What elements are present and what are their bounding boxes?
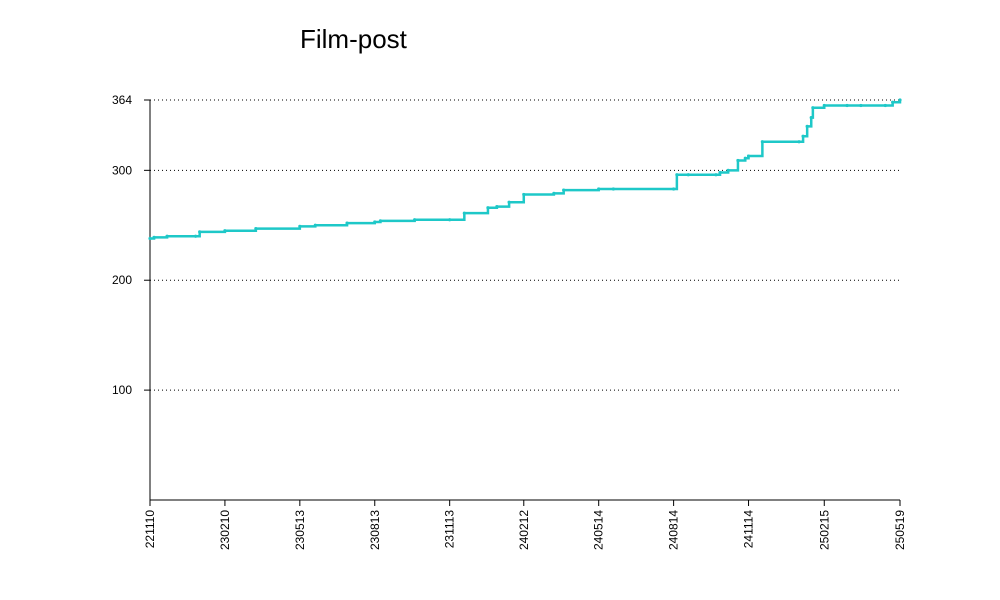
data-point — [298, 224, 302, 228]
y-tick-label: 300 — [112, 163, 132, 177]
data-point — [736, 158, 740, 163]
data-point — [714, 173, 718, 177]
data-point — [822, 103, 826, 108]
data-point — [805, 124, 809, 128]
x-tick-label: 230210 — [218, 510, 232, 550]
data-point — [495, 204, 499, 209]
data-point — [811, 106, 815, 110]
x-tick-label: 250519 — [893, 510, 907, 550]
data-point — [675, 173, 679, 177]
data-point — [198, 230, 202, 234]
data-point — [859, 103, 863, 108]
data-point — [883, 103, 887, 108]
x-tick-label: 241114 — [742, 510, 756, 549]
data-point — [845, 103, 849, 108]
y-tick-label: 100 — [112, 383, 132, 397]
data-point — [611, 187, 615, 191]
grid-lines — [150, 99, 900, 391]
x-tick-label: 240514 — [592, 510, 606, 550]
x-tick-label: 221110 — [143, 510, 157, 549]
y-tick-label: 364 — [112, 93, 132, 107]
data-point — [746, 154, 751, 158]
data-point — [507, 200, 511, 204]
x-tick-label: 230513 — [293, 510, 307, 550]
data-point — [313, 223, 317, 227]
axes — [144, 99, 901, 506]
data-point — [486, 206, 490, 210]
data-point — [672, 187, 676, 191]
data-point — [522, 192, 526, 197]
data-point — [797, 140, 801, 144]
data-point — [373, 220, 377, 224]
data-point — [597, 187, 601, 191]
data-point — [152, 235, 156, 239]
data-point — [448, 218, 452, 222]
data-point — [809, 115, 813, 120]
data-point — [165, 234, 169, 238]
data-point — [413, 218, 417, 222]
y-tick-labels: 100 200 300 364 — [112, 93, 132, 397]
data-point — [254, 226, 258, 231]
data-point — [760, 140, 764, 144]
data-point — [686, 173, 690, 177]
data-point — [378, 219, 383, 223]
x-tick-labels: 221110 230210 230513 230813 231113 240212 2405… — [143, 510, 907, 550]
data-point — [898, 98, 902, 102]
series-line-0 — [150, 100, 902, 240]
x-tick-label: 231113 — [443, 510, 457, 549]
data-point — [726, 168, 730, 172]
data-point — [562, 188, 566, 192]
y-tick-label: 200 — [112, 273, 132, 287]
data-point — [462, 211, 466, 215]
chart-title: Film-post — [300, 24, 407, 54]
data-point — [194, 234, 198, 238]
data-point — [718, 170, 722, 175]
data-point — [743, 156, 747, 160]
series-layer — [148, 98, 902, 241]
data-point — [552, 191, 556, 196]
data-point — [801, 134, 805, 138]
data-point — [148, 236, 152, 241]
x-tick-label: 240814 — [667, 510, 681, 550]
data-point — [345, 221, 349, 225]
x-tick-label: 230813 — [368, 510, 382, 550]
x-tick-label: 250215 — [817, 510, 831, 550]
data-point — [223, 229, 227, 233]
x-tick-label: 240212 — [517, 510, 531, 550]
data-point — [891, 100, 895, 104]
